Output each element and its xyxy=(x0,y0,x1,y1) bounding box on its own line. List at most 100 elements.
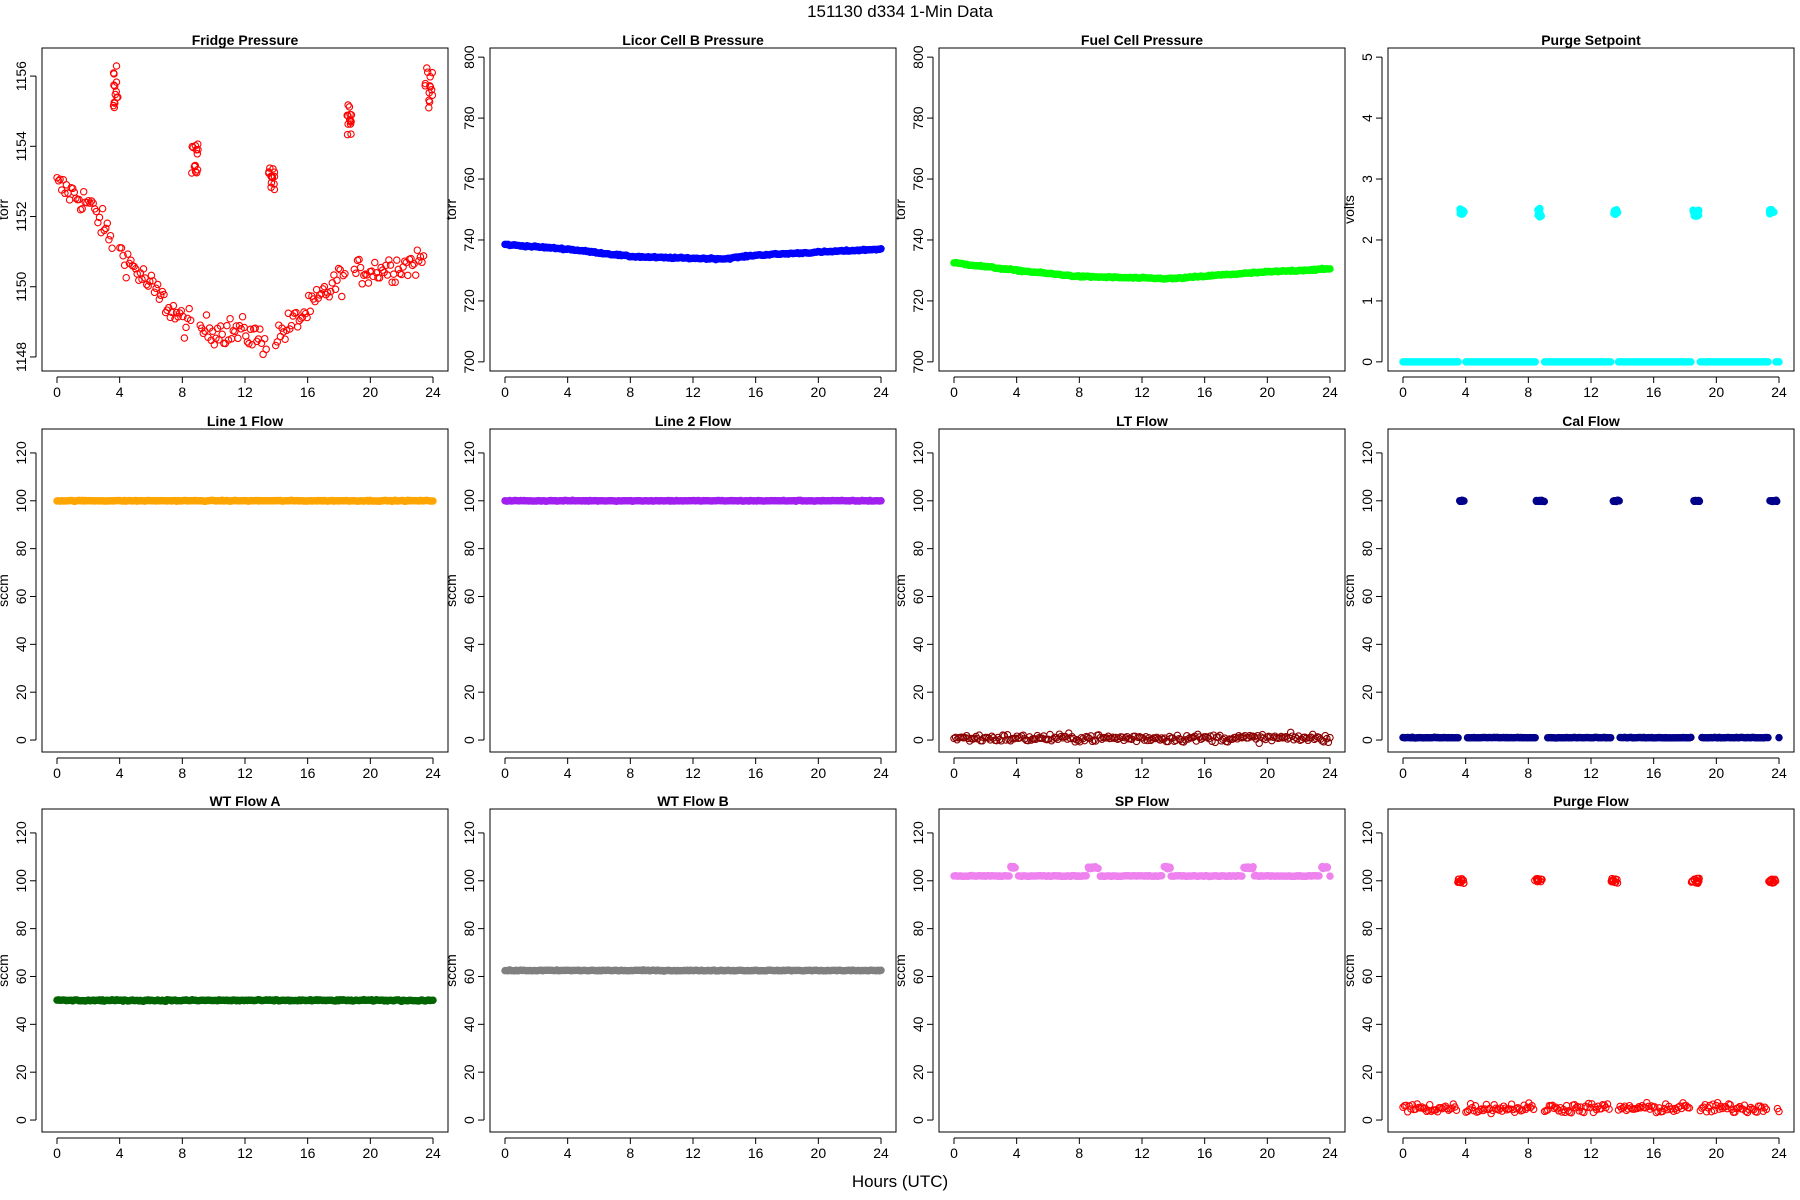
y-tick-label: 60 xyxy=(13,588,29,604)
x-tick-label: 24 xyxy=(425,1145,441,1161)
plot-frame xyxy=(41,47,449,372)
data-point xyxy=(347,130,355,138)
panel-0: Fridge Pressure torr 0 4 8 12 16 20 24 1148 1150 11… xyxy=(0,32,449,400)
data-point xyxy=(238,312,247,321)
panel-title: SP Flow xyxy=(1115,793,1169,809)
y-tick-label: 80 xyxy=(1359,541,1375,557)
x-tick-label: 4 xyxy=(564,384,572,400)
data-point xyxy=(293,323,302,331)
data-point xyxy=(334,264,343,273)
panel-1: Licor Cell B Pressure torr 0 4 8 12 16 20 24 700 7… xyxy=(443,32,897,400)
y-tick-label: 20 xyxy=(1359,1064,1375,1080)
data-point xyxy=(92,207,101,216)
data-point xyxy=(396,269,404,278)
x-tick-label: 0 xyxy=(53,765,61,781)
panel-title: Fuel Cell Pressure xyxy=(1081,32,1203,48)
data-point xyxy=(1687,733,1695,742)
y-tick-label: 100 xyxy=(461,869,477,893)
y-tick-label: 0 xyxy=(461,1116,477,1124)
data-point xyxy=(421,82,429,90)
y-tick-label: 3 xyxy=(1359,175,1375,183)
data-point xyxy=(260,334,269,343)
y-tick-label: 80 xyxy=(461,541,477,557)
panel-title: Purge Setpoint xyxy=(1541,32,1641,48)
y-tick-label: 720 xyxy=(910,289,926,313)
data-point xyxy=(110,70,118,78)
x-tick-label: 12 xyxy=(685,384,701,400)
plot-frame xyxy=(489,428,897,753)
data-point xyxy=(226,314,234,323)
data-point xyxy=(1323,734,1331,743)
data-point xyxy=(356,263,365,272)
data-point xyxy=(333,276,341,285)
y-tick-label: 40 xyxy=(910,1016,926,1032)
y-tick-label: 60 xyxy=(1359,968,1375,984)
x-tick-label: 0 xyxy=(501,765,509,781)
data-point xyxy=(1611,497,1620,505)
data-point xyxy=(1277,732,1285,741)
data-point xyxy=(425,98,434,106)
y-tick-label: 1150 xyxy=(13,271,29,301)
data-point xyxy=(344,101,352,109)
x-tick-label: 0 xyxy=(1399,765,1407,781)
data-point xyxy=(1086,864,1094,873)
data-point xyxy=(119,251,127,260)
y-tick-label: 60 xyxy=(910,968,926,984)
data-point xyxy=(350,265,359,274)
data-point xyxy=(1082,872,1090,880)
data-point xyxy=(343,130,352,139)
y-tick-label: 100 xyxy=(13,489,29,513)
x-tick-label: 20 xyxy=(1709,765,1725,781)
y-tick-label: 80 xyxy=(910,541,926,557)
data-point xyxy=(1058,734,1067,742)
data-point xyxy=(1009,864,1018,872)
plot-frame xyxy=(1387,428,1795,753)
data-point xyxy=(131,265,140,273)
y-tick-label: 780 xyxy=(461,106,477,130)
data-point xyxy=(404,271,412,280)
data-point xyxy=(1687,358,1695,366)
data-point xyxy=(223,321,231,330)
x-tick-label: 16 xyxy=(300,765,316,781)
data-point xyxy=(139,265,148,273)
x-tick-label: 8 xyxy=(178,1145,186,1161)
y-axis-label: volts xyxy=(1341,195,1357,224)
data-points xyxy=(53,995,437,1006)
data-point xyxy=(191,161,200,170)
data-point xyxy=(1057,732,1065,741)
data-point xyxy=(120,261,129,269)
x-tick-label: 0 xyxy=(501,384,509,400)
y-tick-label: 0 xyxy=(13,1116,29,1124)
data-point xyxy=(157,291,165,300)
x-tick-label: 16 xyxy=(1646,384,1662,400)
data-point xyxy=(251,324,259,333)
x-tick-label: 4 xyxy=(1462,384,1470,400)
data-point xyxy=(375,274,384,282)
panel-5: Line 2 Flow sccm 0 4 8 12 16 20 24 0 20 40 60 80 100 12… xyxy=(443,413,897,781)
y-tick-label: 1154 xyxy=(13,131,29,161)
data-point xyxy=(344,120,352,128)
data-point xyxy=(1540,497,1549,506)
data-point xyxy=(246,325,255,334)
data-point xyxy=(87,197,96,205)
x-tick-label: 16 xyxy=(1646,1145,1662,1161)
y-axis-label: sccm xyxy=(443,954,459,987)
x-tick-label: 12 xyxy=(1583,1145,1599,1161)
data-point xyxy=(292,308,300,317)
data-point xyxy=(182,323,190,332)
data-point xyxy=(168,308,176,317)
x-tick-label: 4 xyxy=(1013,765,1021,781)
data-point xyxy=(320,282,329,291)
x-tick-label: 24 xyxy=(1322,765,1338,781)
y-tick-label: 20 xyxy=(910,1064,926,1080)
figure-title: 151130 d334 1-Min Data xyxy=(807,2,993,21)
y-axis-label: torr xyxy=(892,199,908,220)
x-tick-label: 16 xyxy=(748,765,764,781)
data-point xyxy=(193,150,202,158)
x-tick-label: 24 xyxy=(1771,1145,1787,1161)
data-point xyxy=(1324,738,1333,747)
data-point xyxy=(103,219,112,228)
data-point xyxy=(1775,733,1783,742)
y-axis-label: sccm xyxy=(0,954,11,987)
x-tick-label: 20 xyxy=(363,765,379,781)
